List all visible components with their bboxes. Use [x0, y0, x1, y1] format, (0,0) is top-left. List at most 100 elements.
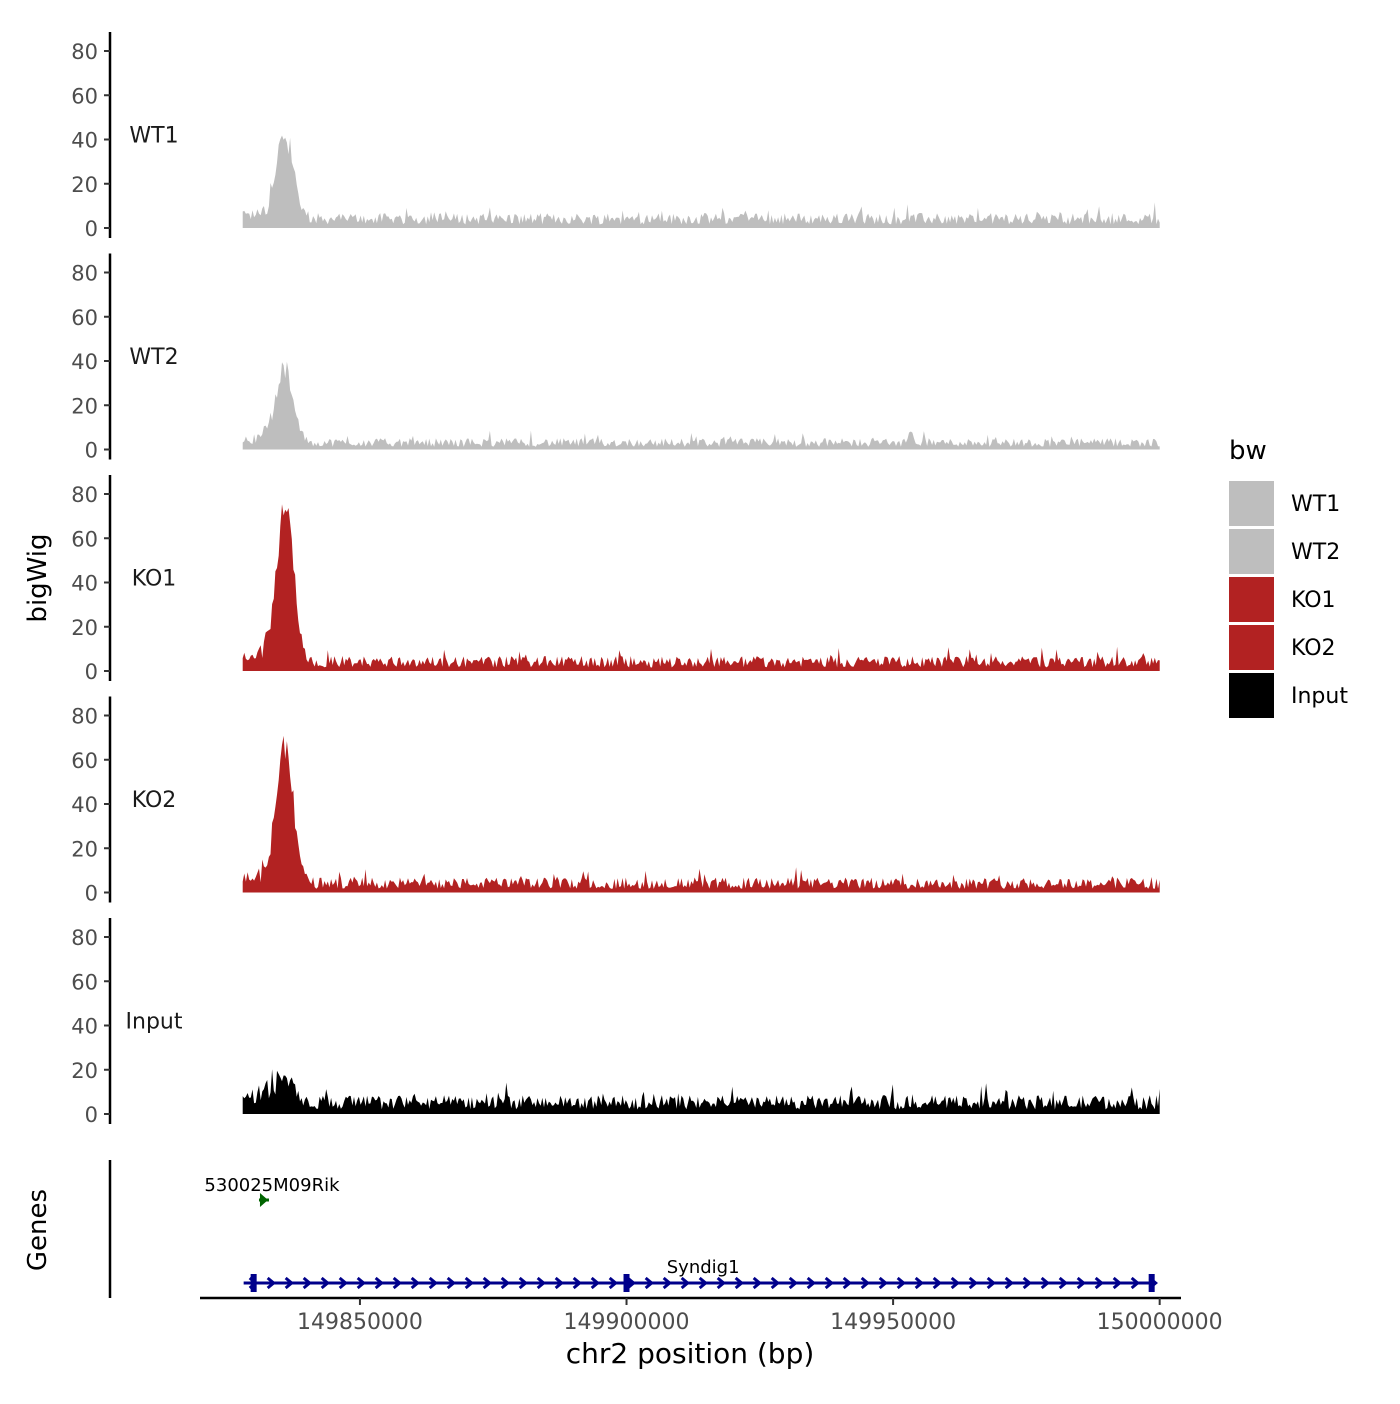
y-tick-label: 0 [85, 1103, 98, 1127]
legend-swatch-ko1 [1229, 577, 1274, 622]
x-axis: 149850000 149900000 149950000 150000000 [200, 1296, 1223, 1335]
y-tick-label: 20 [71, 173, 98, 197]
legend-label-wt1: WT1 [1291, 492, 1340, 517]
strand-arrow [770, 1276, 780, 1290]
x-axis-title: chr2 position (bp) [566, 1337, 815, 1370]
strand-arrow [806, 1276, 816, 1290]
tracks-layer: 0 20 40 60 80 WT1 0 20 40 60 80 WT2 0 20 40 60 80 KO1 0 20 4… [71, 32, 1160, 1127]
track-wt2: 0 20 40 60 80 WT2 [71, 253, 1160, 463]
y-tick-label: 0 [85, 882, 98, 906]
legend-swatch-ko2 [1229, 625, 1274, 670]
exon [623, 1274, 630, 1292]
y-tick-label: 20 [71, 1059, 98, 1083]
legend-title: bw [1229, 436, 1267, 466]
gene-4530025m09rik: 530025M09Rik [204, 1175, 340, 1207]
y-tick-label: 80 [71, 40, 98, 64]
legend-swatch-wt2 [1229, 529, 1274, 574]
strand-arrow [698, 1276, 708, 1290]
x-tick-label: 149950000 [830, 1310, 956, 1335]
coverage-area-input [242, 1069, 1160, 1114]
coverage-area-ko1 [242, 504, 1160, 671]
legend-label-ko1: KO1 [1291, 588, 1336, 613]
strand-arrow [1022, 1276, 1032, 1290]
strand-arrow [986, 1276, 996, 1290]
strand-arrow [536, 1276, 546, 1290]
strand-arrow [320, 1276, 330, 1290]
track-ko2: 0 20 40 60 80 KO2 [71, 696, 1160, 906]
exon [250, 1274, 257, 1292]
strand-arrow [590, 1276, 600, 1290]
strand-arrow [284, 1276, 294, 1290]
y-tick-label: 20 [71, 616, 98, 640]
strand-arrow [842, 1276, 852, 1290]
legend-label-ko2: KO2 [1291, 636, 1336, 661]
y-tick-label: 60 [71, 527, 98, 551]
y-tick-label: 80 [71, 262, 98, 286]
strand-arrow [1094, 1276, 1104, 1290]
strand-arrow [302, 1276, 312, 1290]
strand-arrow [482, 1276, 492, 1290]
track-label: KO2 [132, 788, 177, 813]
legend-label-input: Input [1291, 684, 1348, 709]
y-tick-label: 40 [71, 793, 98, 817]
track-input: 0 20 40 60 80 Input [71, 918, 1160, 1127]
gene-label: Syndig1 [667, 1257, 740, 1278]
legend-swatch-input [1229, 673, 1274, 718]
strand-arrow [752, 1276, 762, 1290]
track-label: WT1 [129, 124, 178, 149]
gene-syndig1: Syndig1 [243, 1257, 1158, 1292]
track-wt1: 0 20 40 60 80 WT1 [71, 32, 1160, 241]
strand-arrow [1058, 1276, 1068, 1290]
x-tick-label: 149850000 [297, 1310, 423, 1335]
strand-arrow [572, 1276, 582, 1290]
strand-arrow [464, 1276, 474, 1290]
y-tick-label: 40 [71, 350, 98, 374]
y-tick-label: 40 [71, 129, 98, 153]
genes-panel: 530025M09Rik Syndig1 [108, 1160, 1158, 1298]
strand-arrow [554, 1276, 564, 1290]
legend: bw WT1 WT2 KO1 KO2 Input [1229, 436, 1348, 718]
strand-arrow [266, 1276, 276, 1290]
strand-arrow [446, 1276, 456, 1290]
strand-arrow [734, 1276, 744, 1290]
y-tick-label: 60 [71, 749, 98, 773]
strand-arrow [608, 1276, 618, 1290]
strand-arrow [644, 1276, 654, 1290]
y-tick-label: 0 [85, 660, 98, 684]
strand-arrow [374, 1276, 384, 1290]
legend-label-wt2: WT2 [1291, 540, 1340, 565]
y-tick-label: 0 [85, 217, 98, 241]
coverage-area-wt2 [242, 361, 1160, 450]
strand-arrow [788, 1276, 798, 1290]
strand-arrow [338, 1276, 348, 1290]
y-tick-label: 60 [71, 84, 98, 108]
y-tick-label: 60 [71, 970, 98, 994]
gene-label: 530025M09Rik [204, 1175, 340, 1196]
y-tick-label: 60 [71, 306, 98, 330]
strand-arrow [896, 1276, 906, 1290]
coverage-area-ko2 [242, 735, 1160, 893]
strand-arrow [518, 1276, 528, 1290]
strand-arrow [878, 1276, 888, 1290]
strand-arrow [932, 1276, 942, 1290]
strand-arrow [914, 1276, 924, 1290]
y-tick-label: 40 [71, 1015, 98, 1039]
strand-arrow [1076, 1276, 1086, 1290]
y-tick-label: 40 [71, 572, 98, 596]
strand-arrow [968, 1276, 978, 1290]
strand-arrow [1112, 1276, 1122, 1290]
strand-arrow [950, 1276, 960, 1290]
genes-panel-title: Genes [23, 1189, 53, 1271]
track-label: KO1 [132, 567, 177, 592]
strand-arrow [716, 1276, 726, 1290]
track-ko1: 0 20 40 60 80 KO1 [71, 475, 1160, 684]
y-tick-label: 20 [71, 837, 98, 861]
strand-arrow [626, 1276, 636, 1290]
coverage-area-wt1 [242, 135, 1160, 228]
strand-arrow [356, 1276, 366, 1290]
strand-arrow [1040, 1276, 1050, 1290]
strand-arrow [410, 1276, 420, 1290]
strand-arrow [662, 1276, 672, 1290]
